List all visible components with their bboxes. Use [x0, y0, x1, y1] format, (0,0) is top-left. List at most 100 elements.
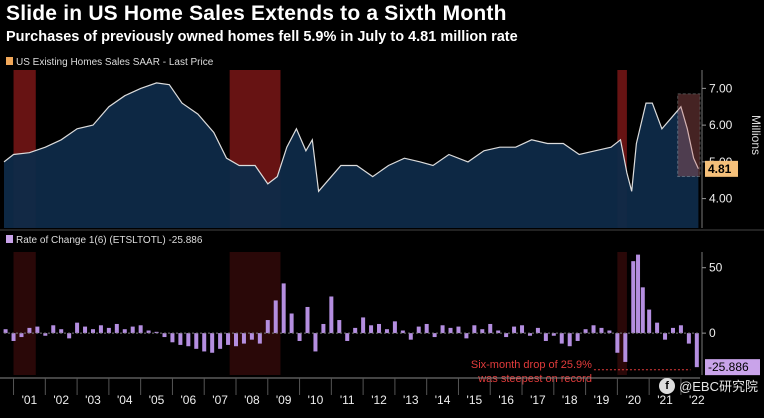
- xtick-label-16: '17: [530, 393, 546, 407]
- roc-bar-38: [305, 306, 310, 334]
- roc-bar-63: [504, 333, 509, 338]
- roc-bar-37: [297, 333, 302, 341]
- roc-bar-85: [670, 327, 675, 334]
- roc-bar-55: [440, 325, 445, 334]
- roc-bar-73: [583, 329, 588, 334]
- roc-bar-27: [218, 333, 223, 349]
- roc-bar-4: [35, 326, 40, 334]
- rate-badge: [705, 359, 760, 376]
- xtick-label-17: '18: [562, 393, 578, 407]
- ebc-logo-icon: f: [659, 377, 676, 394]
- roc-bar-76: [607, 330, 612, 334]
- last-value-badge: [705, 160, 738, 177]
- roc-bar-84: [663, 333, 668, 340]
- sales-line: [3, 82, 699, 193]
- xtick-label-15: '16: [498, 393, 514, 407]
- xtick-label-11: '12: [371, 393, 387, 407]
- roc-bar-39: [313, 333, 318, 352]
- roc-bar-71: [567, 333, 572, 347]
- roc-bar-11: [90, 329, 95, 334]
- roc-bar-6: [51, 325, 56, 334]
- roc-bar-0: [3, 329, 8, 334]
- roc-bar-5: [43, 333, 48, 336]
- last-value-label: 4.81: [708, 162, 732, 176]
- roc-bar-36: [289, 313, 294, 334]
- xtick-label-2: '03: [85, 393, 101, 407]
- roc-bar-16: [130, 326, 135, 334]
- roc-bar-66: [527, 333, 532, 336]
- roc-bar-24: [194, 333, 199, 349]
- roc-bar-67: [535, 327, 540, 334]
- legend-swatch-sales: [6, 57, 13, 65]
- roc-bar-75: [599, 327, 604, 334]
- xtick-label-20: '21: [657, 393, 673, 407]
- roc-bar-3: [27, 327, 32, 334]
- xtick-label-10: '11: [340, 393, 355, 407]
- roc-bar-9: [75, 322, 80, 334]
- roc-bar-31: [249, 333, 254, 340]
- roc-bar-69: [551, 333, 556, 336]
- chart-area: US Existing Homes Sales SAAR - Last Pric…: [0, 50, 764, 413]
- roc-bar-53: [424, 323, 429, 334]
- xtick-label-21: '22: [689, 393, 705, 407]
- bottom-ytick-label-0: 50: [709, 261, 723, 275]
- xtick-label-13: '14: [435, 393, 451, 407]
- roc-bar-44: [353, 327, 358, 334]
- roc-bar-82: [647, 309, 652, 334]
- xtick-label-3: '04: [117, 393, 133, 407]
- top-ytick-label-3: 4.00: [709, 192, 733, 206]
- roc-bar-18: [146, 330, 151, 334]
- roc-bar-68: [543, 333, 548, 341]
- roc-bar-22: [178, 333, 183, 345]
- roc-bar-83: [655, 322, 660, 334]
- roc-bar-46: [369, 325, 374, 334]
- roc-bar-87: [686, 333, 691, 344]
- roc-bar-34: [273, 300, 278, 334]
- roc-bar-72: [575, 333, 580, 341]
- bottom-ytick-label-1: 0: [709, 326, 716, 340]
- roc-bar-33: [265, 320, 270, 334]
- xtick-label-12: '13: [403, 393, 419, 407]
- xtick-label-19: '20: [625, 393, 641, 407]
- roc-bar-45: [361, 317, 366, 334]
- roc-bar-47: [377, 323, 382, 334]
- x-axis: '01 '02 '03 '04 '05 '06 '07 '08 '09 '10 '11 '12 '13 '…: [0, 377, 705, 407]
- roc-bar-25: [202, 333, 207, 352]
- legend-swatch-roc: [6, 235, 13, 243]
- roc-bar-61: [488, 323, 493, 334]
- roc-bar-52: [416, 326, 421, 334]
- xtick-label-6: '07: [212, 393, 228, 407]
- chart-subtitle: Purchases of previously owned homes fell…: [6, 29, 518, 45]
- roc-bar-13: [106, 327, 111, 334]
- roc-bar-77: [615, 333, 620, 353]
- roc-bar-59: [472, 325, 477, 334]
- xtick-label-0: '01: [22, 393, 38, 407]
- roc-bar-40: [321, 323, 326, 334]
- recession-shade-lower-1: [229, 252, 281, 375]
- roc-bar-29: [234, 333, 238, 347]
- roc-bar-70: [559, 333, 564, 344]
- roc-bar-51: [408, 333, 413, 340]
- roc-bar-65: [520, 325, 525, 334]
- roc-bar-10: [83, 326, 88, 334]
- roc-bar-19: [154, 331, 159, 334]
- roc-bar-79: [631, 261, 636, 334]
- home-sales-chart: US Existing Homes Sales SAAR - Last Pric…: [0, 57, 764, 407]
- roc-bar-8: [67, 333, 72, 339]
- rate-badge-label: -25.886: [708, 360, 749, 374]
- roc-bar-28: [226, 333, 231, 345]
- roc-bar-43: [345, 333, 350, 341]
- top-ytick-label-0: 7.00: [709, 81, 733, 95]
- roc-bar-86: [678, 325, 683, 334]
- roc-bar-41: [329, 296, 334, 334]
- roc-bar-74: [591, 325, 596, 334]
- roc-bar-42: [337, 320, 342, 334]
- recession-shade-lower-2: [617, 252, 627, 375]
- roc-bar-81: [640, 287, 645, 334]
- roc-bar-32: [257, 333, 262, 344]
- roc-bar-78: [623, 333, 628, 362]
- roc-bar-64: [512, 326, 517, 334]
- roc-bar-56: [448, 327, 453, 334]
- xtick-label-8: '09: [276, 393, 292, 407]
- roc-bar-48: [384, 329, 389, 334]
